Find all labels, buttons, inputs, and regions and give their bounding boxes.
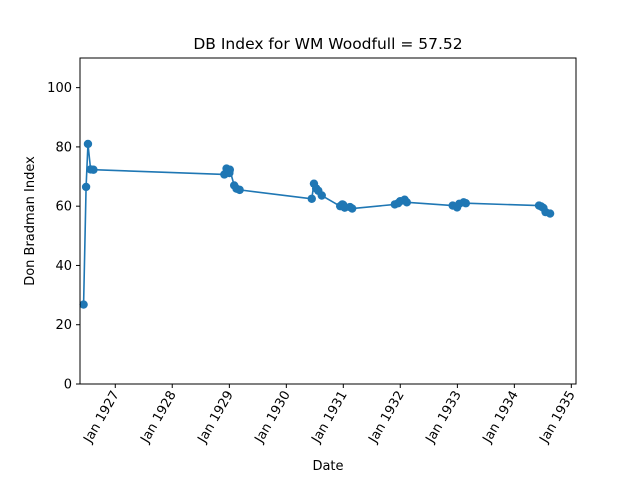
data-point xyxy=(89,165,98,174)
plot-frame xyxy=(79,57,577,385)
data-point xyxy=(81,182,91,192)
x-tick-label: Jan 1934 xyxy=(480,389,522,447)
data-point xyxy=(235,185,244,195)
x-tick-label: Jan 1928 xyxy=(138,389,180,447)
y-tick-label: 40 xyxy=(55,259,72,274)
x-axis: Jan 1927 Jan 1928 Jan 1929 Jan 1930 Jan 1931… xyxy=(81,384,579,446)
y-tick-label: 20 xyxy=(55,318,72,333)
y-axis-title: Don Bradman Index xyxy=(23,156,38,286)
y-tick-label: 100 xyxy=(47,81,72,96)
chart-title: DB Index for WM Woodfull = 57.52 xyxy=(193,35,462,53)
data-point xyxy=(402,198,412,207)
data-point xyxy=(225,165,235,174)
x-tick-label: Jan 1930 xyxy=(252,389,294,447)
x-tick-label: Jan 1935 xyxy=(537,389,579,447)
y-axis: 0 20 40 60 80 100 xyxy=(47,81,80,393)
x-tick-label: Jan 1932 xyxy=(366,389,408,447)
data-point xyxy=(461,199,471,208)
data-point xyxy=(83,139,93,149)
data-point xyxy=(79,300,88,309)
data-point xyxy=(317,191,326,200)
data-point xyxy=(347,204,357,213)
series-line xyxy=(82,143,551,305)
data-point xyxy=(307,194,316,203)
x-tick-label: Jan 1933 xyxy=(423,389,465,447)
data-point xyxy=(545,209,555,218)
x-tick-label: Jan 1931 xyxy=(309,389,351,447)
y-tick-label: 80 xyxy=(55,140,72,155)
x-axis-title: Date xyxy=(312,459,343,474)
y-tick-label: 0 xyxy=(64,378,72,393)
plot-area xyxy=(79,139,555,309)
y-tick-label: 60 xyxy=(55,200,72,215)
x-tick-label: Jan 1927 xyxy=(81,389,123,447)
x-tick-label: Jan 1929 xyxy=(195,389,237,447)
